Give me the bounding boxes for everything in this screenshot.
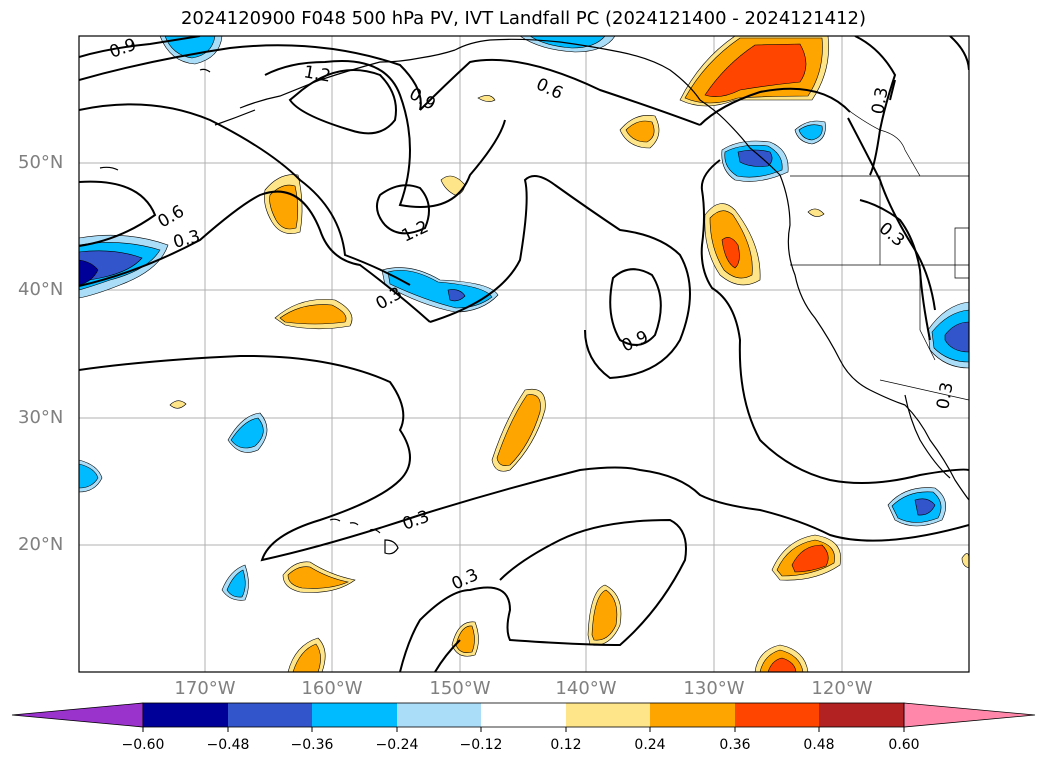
lon-label-120w: 120°W bbox=[811, 678, 873, 699]
contour-label: 0.6 bbox=[533, 74, 566, 104]
colorbar-tick-label: −0.48 bbox=[206, 737, 250, 753]
lat-label-50n: 50°N bbox=[18, 152, 64, 173]
colorbar-tick-label: 0.60 bbox=[888, 737, 920, 753]
colorbar-tick-label: 0.24 bbox=[634, 737, 666, 753]
colorbar-segment bbox=[735, 703, 819, 727]
gridlines bbox=[79, 36, 969, 672]
colorbar-segment bbox=[819, 703, 904, 727]
colorbar-segment bbox=[650, 703, 735, 727]
contour-label: 0.6 bbox=[155, 201, 188, 232]
colorbar bbox=[11, 702, 1036, 732]
lon-label-150w: 150°W bbox=[429, 678, 491, 699]
colorbar-tick-label: 0.48 bbox=[803, 737, 835, 753]
contour-label: 0.3 bbox=[449, 565, 482, 595]
colorbar-tick-label: −0.36 bbox=[290, 737, 334, 753]
lon-label-170w: 170°W bbox=[174, 678, 236, 699]
contour-label: 0.9 bbox=[619, 327, 652, 357]
contour-label: 0.3 bbox=[400, 507, 432, 535]
colorbar-tick-label: −0.60 bbox=[121, 737, 165, 753]
contour-label: 1.2 bbox=[302, 62, 332, 86]
contour-label: 0.3 bbox=[171, 227, 202, 253]
shaded-anomalies bbox=[79, 36, 969, 672]
pv-contours bbox=[79, 36, 969, 672]
lat-label-40n: 40°N bbox=[18, 279, 64, 300]
coastlines bbox=[99, 38, 969, 555]
colorbar-segment bbox=[312, 703, 397, 727]
colorbar-segment bbox=[397, 703, 481, 727]
colorbar-tick-label: −0.24 bbox=[375, 737, 419, 753]
colorbar-segment bbox=[143, 703, 228, 727]
contour-label: 0.3 bbox=[868, 86, 892, 116]
lon-label-130w: 130°W bbox=[683, 678, 745, 699]
contour-label: 0.9 bbox=[107, 35, 139, 63]
lat-label-20n: 20°N bbox=[18, 534, 64, 555]
colorbar-segment bbox=[228, 703, 312, 727]
contour-labels: 0.9 1.2 0.9 0.6 0.3 0.6 0.3 1.2 0.3 0.9 … bbox=[107, 35, 958, 595]
map-frame bbox=[78, 35, 970, 673]
lon-label-160w: 160°W bbox=[301, 678, 363, 699]
colorbar-under-extend bbox=[11, 702, 144, 728]
contour-label: 0.9 bbox=[406, 84, 439, 115]
map-title: 2024120900 F048 500 hPa PV, IVT Landfall… bbox=[180, 8, 867, 29]
lat-label-30n: 30°N bbox=[18, 407, 64, 428]
contour-label: 0.3 bbox=[933, 381, 957, 411]
colorbar-segment bbox=[481, 703, 566, 727]
colorbar-tick-label: 0.12 bbox=[550, 737, 582, 753]
colorbar-over-extend bbox=[903, 702, 1036, 728]
colorbar-tick-label: 0.36 bbox=[719, 737, 751, 753]
lon-label-140w: 140°W bbox=[555, 678, 617, 699]
colorbar-segment bbox=[566, 703, 650, 727]
political-borders bbox=[790, 99, 969, 401]
colorbar-tick-label: −0.12 bbox=[459, 737, 503, 753]
